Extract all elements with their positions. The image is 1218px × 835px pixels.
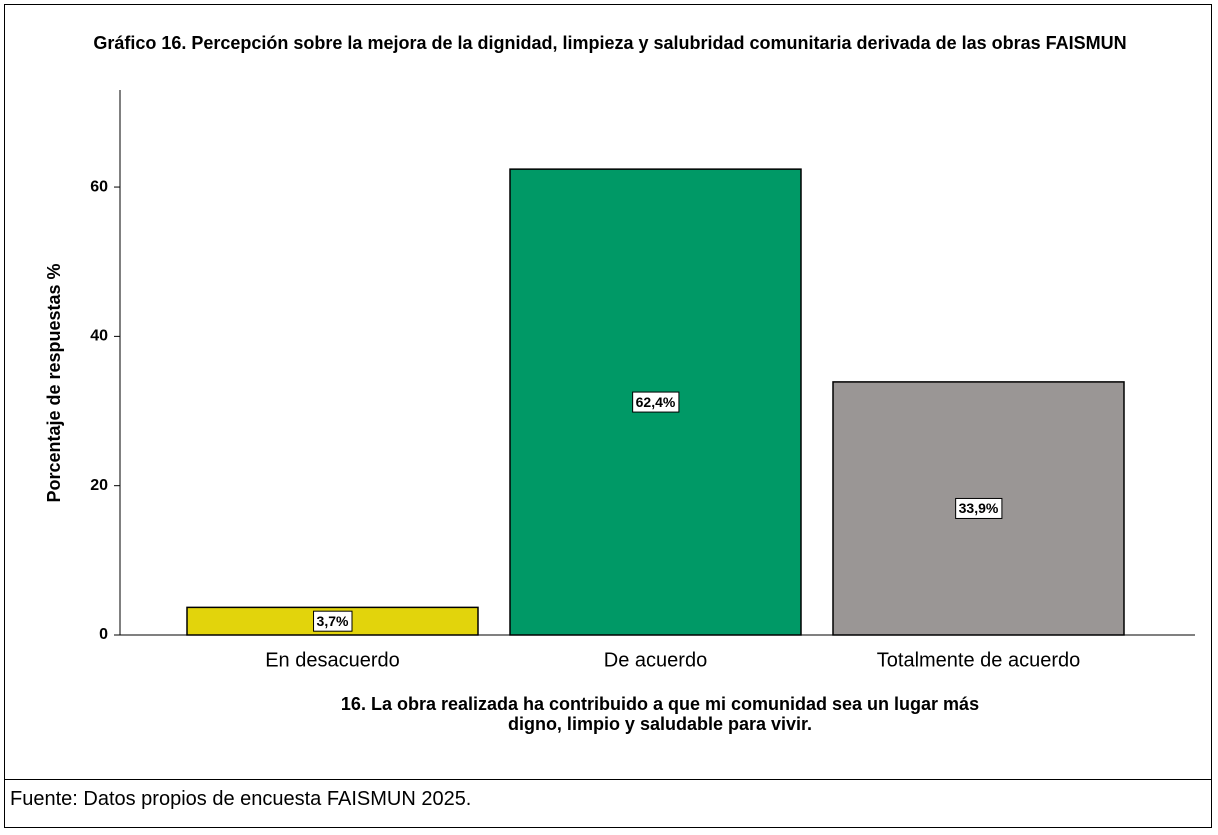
chart: Porcentaje de respuestas % 0 20 40 60 En des…	[44, 90, 1195, 671]
data-label-box	[632, 391, 680, 413]
y-tick-label: 40	[90, 328, 108, 345]
data-label: 62,4%	[636, 394, 676, 410]
y-tick-label: 60	[90, 178, 108, 195]
source-note: Fuente: Datos propios de encuesta FAISMU…	[10, 788, 472, 810]
data-label-box	[313, 610, 353, 632]
y-axis-label: Porcentaje de respuestas %	[44, 263, 64, 502]
x-tick-label: Totalmente de acuerdo	[877, 649, 1080, 671]
data-label: 33,9%	[959, 500, 999, 516]
y-tick-label: 0	[99, 626, 108, 643]
x-axis-label: 16. La obra realizada ha contribuido a q…	[340, 694, 980, 734]
x-tick-label: En desacuerdo	[265, 649, 400, 671]
data-label: 3,7%	[317, 613, 349, 629]
frame	[4, 4, 1212, 828]
separator	[4, 779, 1212, 780]
chart-title: Gráfico 16. Percepción sobre la mejora d…	[93, 33, 1127, 53]
x-tick-label: De acuerdo	[604, 649, 707, 671]
data-label-box	[955, 497, 1003, 519]
y-tick-label: 20	[90, 477, 108, 494]
